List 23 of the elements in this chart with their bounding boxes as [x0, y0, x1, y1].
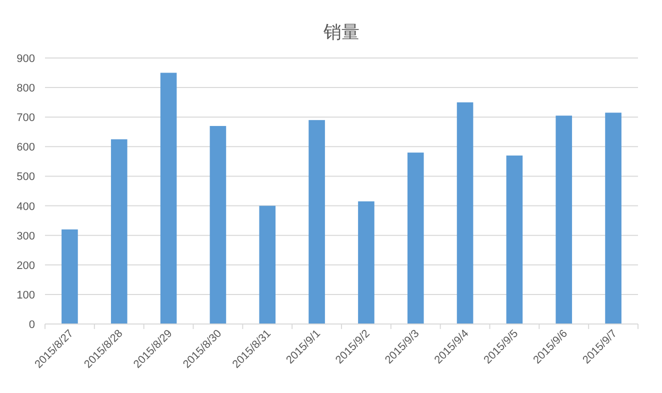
bar	[358, 201, 374, 324]
y-tick-label: 900	[16, 53, 35, 65]
bar	[259, 206, 276, 324]
y-tick-label: 500	[16, 171, 35, 184]
bar	[605, 112, 622, 324]
y-tick-label: 800	[16, 82, 35, 95]
bar	[160, 72, 177, 324]
bar	[210, 126, 226, 324]
y-tick-label: 100	[16, 289, 35, 302]
bar	[110, 139, 128, 324]
bar	[506, 156, 523, 324]
bar	[62, 229, 78, 324]
bar	[308, 120, 325, 324]
y-tick-label: 0	[28, 319, 35, 331]
y-tick-label: 400	[16, 200, 35, 213]
y-tick-label: 700	[16, 112, 35, 124]
y-tick-label: 600	[16, 142, 35, 154]
y-tick-label: 300	[16, 230, 35, 242]
y-tick-label: 200	[16, 260, 35, 272]
bar	[556, 116, 572, 324]
chart-title: 销量	[322, 22, 360, 42]
bar	[456, 102, 474, 324]
bar	[407, 152, 424, 324]
